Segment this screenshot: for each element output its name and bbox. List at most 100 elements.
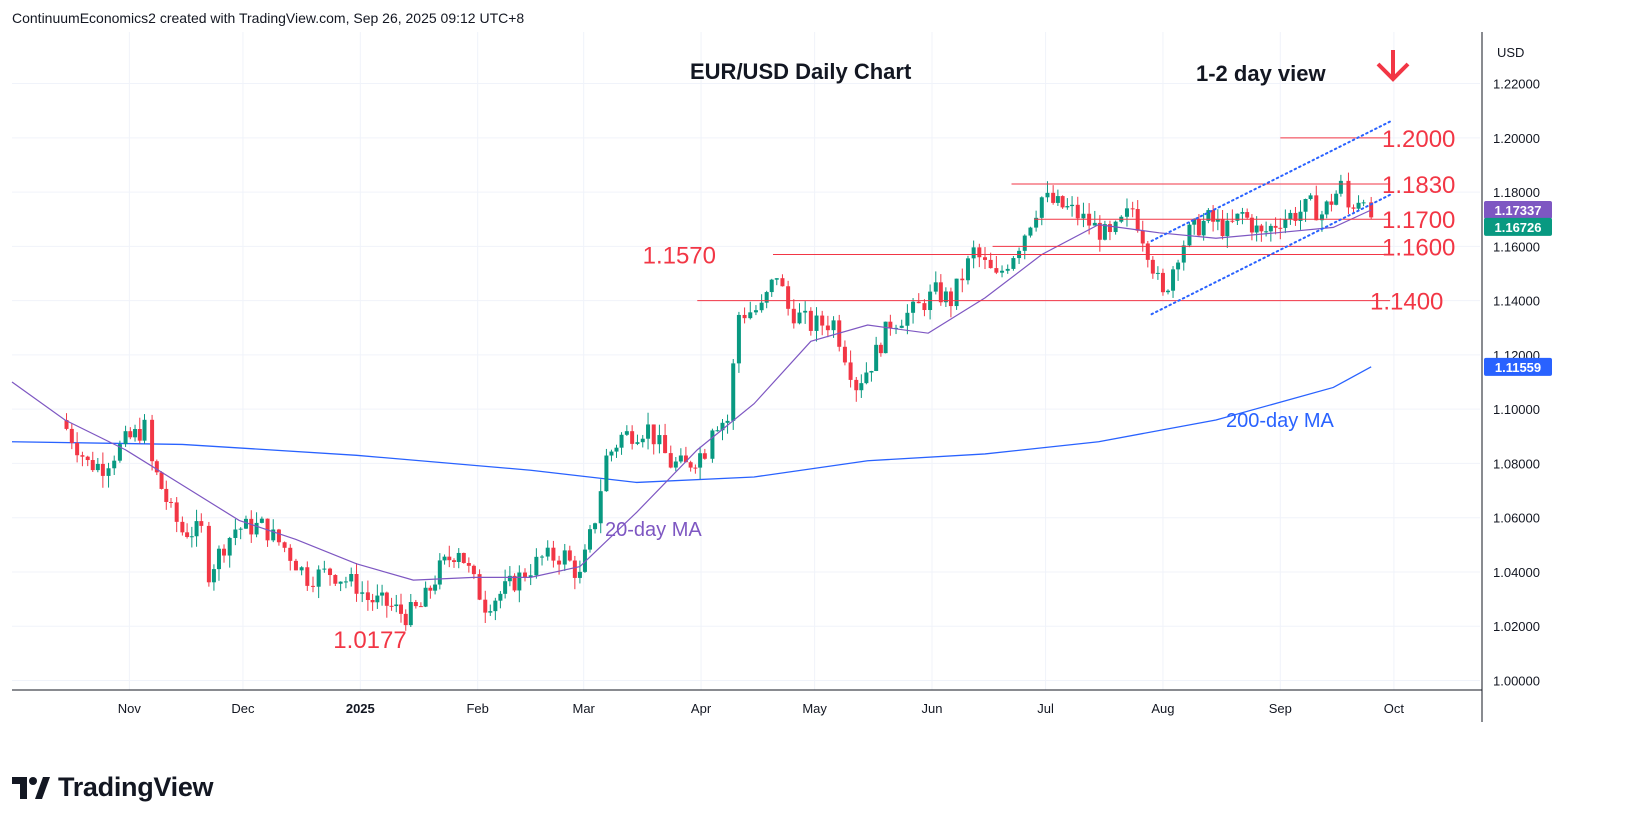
candle-body xyxy=(742,314,747,319)
candle-body xyxy=(678,455,683,462)
chart-title: EUR/USD Daily Chart xyxy=(690,59,912,84)
candle-body xyxy=(786,286,791,309)
candle-body xyxy=(803,310,808,313)
candle-body xyxy=(343,581,348,583)
candle-body xyxy=(517,572,522,591)
candle-body xyxy=(100,463,105,476)
candle-body xyxy=(774,278,779,280)
candle-body xyxy=(971,247,976,259)
candle-body xyxy=(1051,192,1056,203)
candle-body xyxy=(899,325,904,328)
candle-body xyxy=(1130,208,1135,210)
candle-body xyxy=(630,431,635,444)
candle-body xyxy=(169,501,174,503)
candle-body xyxy=(1273,225,1278,228)
candle-body xyxy=(753,310,758,313)
candle-body xyxy=(748,312,753,319)
candle-body xyxy=(112,460,117,469)
candle-body xyxy=(1324,201,1329,215)
candle-body xyxy=(276,529,281,543)
candle-body xyxy=(635,442,640,444)
candle-body xyxy=(69,428,74,443)
candle-body xyxy=(663,435,668,454)
candle-body xyxy=(1150,259,1155,274)
y-tick-label: 1.22000 xyxy=(1493,77,1540,92)
candle-body xyxy=(791,308,796,324)
candle-body xyxy=(557,560,562,565)
candle-body xyxy=(271,529,276,541)
x-tick-label: Apr xyxy=(691,701,712,716)
candle-body xyxy=(523,572,528,578)
candle-body xyxy=(702,453,707,459)
candle-body xyxy=(938,282,943,303)
candle-body xyxy=(233,529,238,538)
candle-body xyxy=(299,567,304,571)
candle-body xyxy=(759,302,764,311)
candle-body xyxy=(604,455,609,492)
candle-body xyxy=(842,346,847,363)
candle-body xyxy=(80,455,85,457)
candle-body xyxy=(370,600,375,603)
tradingview-logo[interactable]: TradingView xyxy=(12,772,214,803)
candle-body xyxy=(461,552,466,563)
y-tick-label: 1.04000 xyxy=(1493,565,1540,580)
level-label: 1.1400 xyxy=(1370,289,1443,316)
candle-body xyxy=(493,600,498,612)
x-tick-label: Oct xyxy=(1384,701,1405,716)
ma200-price-tag: 1.11559 xyxy=(1495,360,1541,375)
candle-body xyxy=(375,595,380,603)
candle-body xyxy=(1278,227,1283,229)
ma20-price-tag: 1.17337 xyxy=(1495,203,1542,218)
y-tick-label: 1.16000 xyxy=(1493,239,1540,254)
candle-body xyxy=(227,537,232,556)
candle-body xyxy=(164,488,169,502)
candle-body xyxy=(668,453,673,468)
candle-body xyxy=(977,247,982,258)
candle-body xyxy=(848,362,853,380)
candle-body xyxy=(1165,290,1170,293)
candle-body xyxy=(428,587,433,591)
candle-body xyxy=(1230,220,1235,222)
candle-body xyxy=(720,422,725,431)
candle-body xyxy=(488,611,493,613)
candle-body xyxy=(437,560,442,585)
candle-body xyxy=(1338,180,1343,194)
candle-body xyxy=(587,529,592,550)
candle-body xyxy=(282,542,287,548)
candle-body xyxy=(1187,224,1192,246)
channel-line xyxy=(1150,120,1392,242)
candle-body xyxy=(983,257,988,260)
candle-body xyxy=(310,585,315,587)
candle-body xyxy=(1160,272,1165,293)
candle-body xyxy=(1171,269,1176,291)
candle-body xyxy=(1308,195,1313,199)
candle-body xyxy=(731,363,736,421)
candle-body xyxy=(507,575,512,582)
candle-body xyxy=(1369,202,1374,218)
grid xyxy=(12,32,1480,690)
chart-credit-text: ContinuumEconomics2 created with Trading… xyxy=(12,10,525,26)
candle-body xyxy=(943,291,948,303)
candle-body xyxy=(808,310,813,331)
candle-body xyxy=(133,429,138,438)
axes[interactable]: 1.220001.200001.180001.160001.140001.120… xyxy=(12,32,1552,722)
candle-body xyxy=(1303,198,1308,212)
candle-body xyxy=(619,434,624,448)
candle-body xyxy=(1268,225,1273,232)
candle-body xyxy=(288,547,293,561)
candle-body xyxy=(1055,196,1060,203)
x-tick-label: Nov xyxy=(118,701,142,716)
candle-body xyxy=(673,461,678,468)
candle-body xyxy=(905,312,910,326)
candle-body xyxy=(922,303,927,311)
candle-body xyxy=(1140,230,1145,244)
candle-body xyxy=(413,602,418,607)
candle-body xyxy=(725,420,730,423)
candle-body xyxy=(403,613,408,626)
candle-body xyxy=(238,528,243,530)
levels xyxy=(697,137,1391,302)
y-tick-label: 1.14000 xyxy=(1493,294,1540,309)
candle-body xyxy=(1254,225,1259,233)
